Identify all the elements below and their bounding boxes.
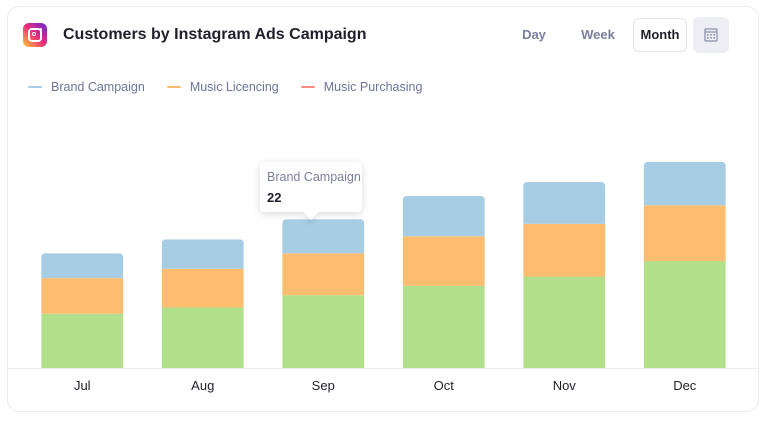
chart-tooltip: Brand Campaign 22 (260, 162, 362, 212)
bar-stack-jul[interactable] (41, 253, 124, 368)
bar-segment-base-sep[interactable] (282, 295, 365, 368)
legend-item-music-licencing[interactable]: Music Licencing (166, 80, 279, 94)
legend-item-music-purchasing[interactable]: Music Purchasing (300, 80, 423, 94)
x-tick-label-oct: Oct (434, 378, 455, 393)
bar-stack-dec[interactable] (643, 161, 726, 368)
bar-segment-music-licencing-jul[interactable] (41, 278, 124, 314)
bar-stack-nov[interactable] (523, 182, 606, 368)
bar-segment-music-licencing-oct[interactable] (402, 236, 485, 286)
bar-segment-base-jul[interactable] (41, 313, 124, 368)
bar-segment-base-aug[interactable] (161, 307, 244, 368)
legend-label-music-purchasing: Music Purchasing (323, 80, 423, 94)
bar-stack-sep[interactable] (282, 219, 365, 368)
legend-label-brand-campaign: Brand Campaign (51, 80, 145, 94)
legend-swatch-brand-campaign (28, 86, 42, 88)
legend-label-music-licencing: Music Licencing (189, 80, 279, 94)
bar-segment-music-licencing-sep[interactable] (282, 253, 365, 296)
bar-segment-brand-campaign-aug[interactable] (161, 239, 244, 269)
legend-item-brand-campaign[interactable]: Brand Campaign (28, 80, 145, 94)
x-tick-label-aug: Aug (191, 378, 214, 393)
bar-stack-aug[interactable] (161, 239, 244, 368)
x-tick-label-dec: Dec (673, 378, 697, 393)
day-button[interactable]: Day (522, 27, 546, 42)
legend-swatch-music-purchasing (300, 86, 315, 88)
instagram-icon-ring (28, 28, 42, 42)
chart-title: Customers by Instagram Ads Campaign (63, 26, 367, 43)
x-tick-label-sep: Sep (312, 378, 335, 393)
tooltip-value: 22 (267, 190, 282, 205)
bar-segment-brand-campaign-dec[interactable] (643, 161, 726, 206)
bar-segment-brand-campaign-jul[interactable] (41, 253, 124, 279)
x-tick-label-jul: Jul (74, 378, 91, 393)
bar-stack-oct[interactable] (402, 195, 485, 368)
bar-segment-music-licencing-dec[interactable] (643, 205, 726, 262)
month-button[interactable]: Month (633, 18, 687, 52)
tooltip-series-label: Brand Campaign (267, 170, 361, 184)
legend-swatch-music-licencing (166, 86, 181, 88)
bar-segment-base-oct[interactable] (402, 285, 485, 368)
bar-segment-base-nov[interactable] (523, 276, 606, 368)
bar-segment-brand-campaign-nov[interactable] (523, 182, 606, 224)
calendar-button[interactable] (693, 17, 729, 53)
instagram-icon-dot (40, 28, 42, 30)
bar-segment-base-dec[interactable] (643, 261, 726, 368)
week-button[interactable]: Week (581, 27, 615, 42)
calendar-icon (704, 28, 718, 42)
bar-segment-brand-campaign-sep[interactable] (282, 219, 365, 254)
chart-card (7, 6, 759, 412)
bar-segment-brand-campaign-oct[interactable] (402, 195, 485, 237)
bar-segment-music-licencing-nov[interactable] (523, 223, 606, 277)
x-tick-label-nov: Nov (553, 378, 577, 393)
bar-segment-music-licencing-aug[interactable] (161, 268, 244, 308)
chart-legend: Brand Campaign Music Licencing Music Pur… (28, 80, 444, 94)
instagram-icon (23, 23, 47, 47)
